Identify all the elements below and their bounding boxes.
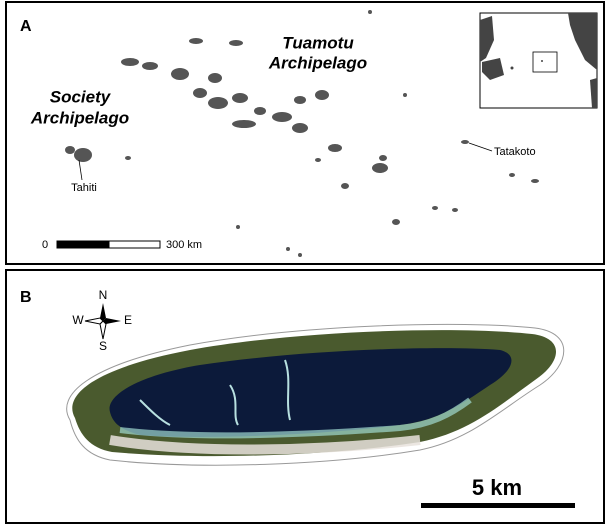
scale-label: 300 km: [166, 239, 202, 251]
place-label: Tahiti: [71, 182, 97, 194]
scale-bar: [421, 503, 575, 508]
scale-bar: [57, 241, 160, 248]
region-label: Archipelago: [30, 108, 129, 127]
compass-label: N: [99, 288, 108, 302]
compass-label: W: [72, 313, 84, 327]
region-label: Tuamotu: [282, 33, 354, 52]
region-label: Society: [50, 87, 112, 106]
panel-label: B: [20, 289, 32, 306]
scale-label: 0: [42, 239, 48, 251]
inset-map: [480, 13, 597, 108]
scale-label: 5 km: [472, 475, 522, 500]
place-label: Tatakoto: [494, 146, 536, 158]
panel-label: A: [20, 18, 32, 35]
compass-label: E: [124, 313, 132, 327]
compass-label: S: [99, 339, 107, 353]
figure: A Tuamotu Archipelago Society Archipelag…: [0, 0, 607, 525]
region-label: Archipelago: [268, 53, 367, 72]
